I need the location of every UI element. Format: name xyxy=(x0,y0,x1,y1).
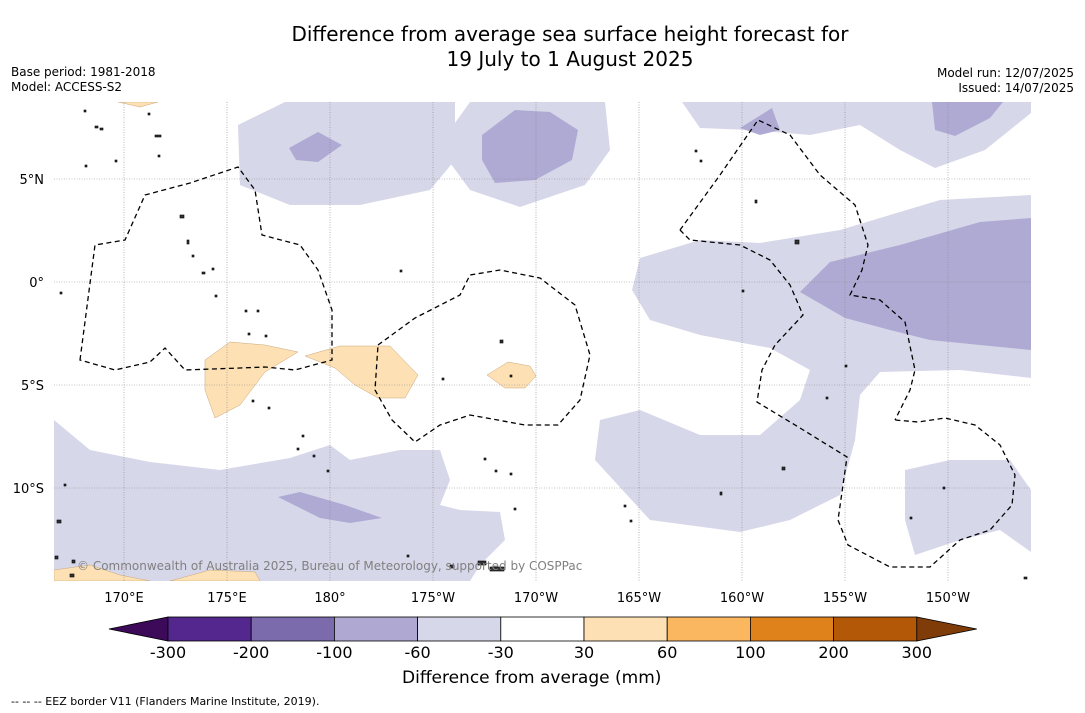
model-name: Model: ACCESS-S2 xyxy=(11,80,123,94)
colorbar-extend-high xyxy=(916,616,977,642)
colorbar-segment xyxy=(250,616,335,642)
anomaly-medium-purple xyxy=(278,102,1031,523)
colorbar-tick-label: -300 xyxy=(150,643,186,662)
meta-right: Model run: 12/07/2025 Issued: 14/07/2025 xyxy=(937,66,1074,96)
lon-label: 170°W xyxy=(514,591,558,606)
model-run: Model run: 12/07/2025 xyxy=(936,66,1074,80)
colorbar-tick-label: 300 xyxy=(902,643,933,662)
lon-label: 160°W xyxy=(720,591,764,606)
gridlines xyxy=(54,102,1031,581)
colorbar-segment xyxy=(167,616,252,642)
lon-label: 165°W xyxy=(617,591,661,606)
latitude-labels: 5°N 0° 5°S 10°S xyxy=(13,173,44,497)
title-line-2: 19 July to 1 August 2025 xyxy=(446,47,694,71)
colorbar-segment xyxy=(417,616,502,642)
colorbar-segment xyxy=(833,616,918,642)
colorbar-tick-label: 30 xyxy=(574,643,594,662)
eez-borders xyxy=(79,119,1016,568)
colorbar-tick-label: -200 xyxy=(233,643,269,662)
lat-label: 5°N xyxy=(20,173,45,188)
colorbar-segment xyxy=(583,616,668,642)
issued-date: Issued: 14/07/2025 xyxy=(958,81,1074,95)
longitude-labels: 170°E 175°E 180° 175°W 170°W 165°W 160°W 155°W 1… xyxy=(104,591,970,606)
lat-label: 10°S xyxy=(13,482,44,497)
lon-label: 150°W xyxy=(926,591,970,606)
colorbar-tick-label: 200 xyxy=(818,643,849,662)
colorbar-segment xyxy=(666,616,751,642)
colorbar-tick-label: -60 xyxy=(405,643,431,662)
anomaly-peach xyxy=(54,102,537,581)
title-line-1: Difference from average sea surface heig… xyxy=(291,22,849,46)
colorbar-title: Difference from average (mm) xyxy=(402,668,662,688)
lon-label: 170°E xyxy=(104,591,144,606)
lat-label: 0° xyxy=(29,276,44,291)
colorbar-tick-label: -100 xyxy=(316,643,352,662)
eez-legend-note: -- -- -- EEZ border V11 (Flanders Marine… xyxy=(11,695,320,708)
colorbar-segment xyxy=(333,616,418,642)
colorbar-extend-low xyxy=(108,616,169,642)
colorbar-tick-label: 100 xyxy=(735,643,766,662)
attribution-text: © Commonwealth of Australia 2025, Bureau… xyxy=(77,559,582,573)
islands xyxy=(54,109,1028,580)
lon-label: 155°W xyxy=(823,591,867,606)
colorbar-tick-label: -30 xyxy=(488,643,514,662)
colorbar-tick-label: 60 xyxy=(657,643,677,662)
lat-label: 5°S xyxy=(21,379,44,394)
lon-label: 175°E xyxy=(207,591,247,606)
base-period: Base period: 1981-2018 xyxy=(11,65,156,79)
colorbar: -300 -200 -100 -60 -30 30 60 100 200 300 xyxy=(108,616,977,662)
map-area xyxy=(54,102,1031,581)
colorbar-segment xyxy=(750,616,835,642)
meta-left: Base period: 1981-2018 Model: ACCESS-S2 xyxy=(11,65,156,95)
lon-label: 175°W xyxy=(411,591,455,606)
colorbar-segment xyxy=(500,616,585,642)
chart-title: Difference from average sea surface heig… xyxy=(0,22,1085,72)
lon-label: 180° xyxy=(314,591,345,606)
